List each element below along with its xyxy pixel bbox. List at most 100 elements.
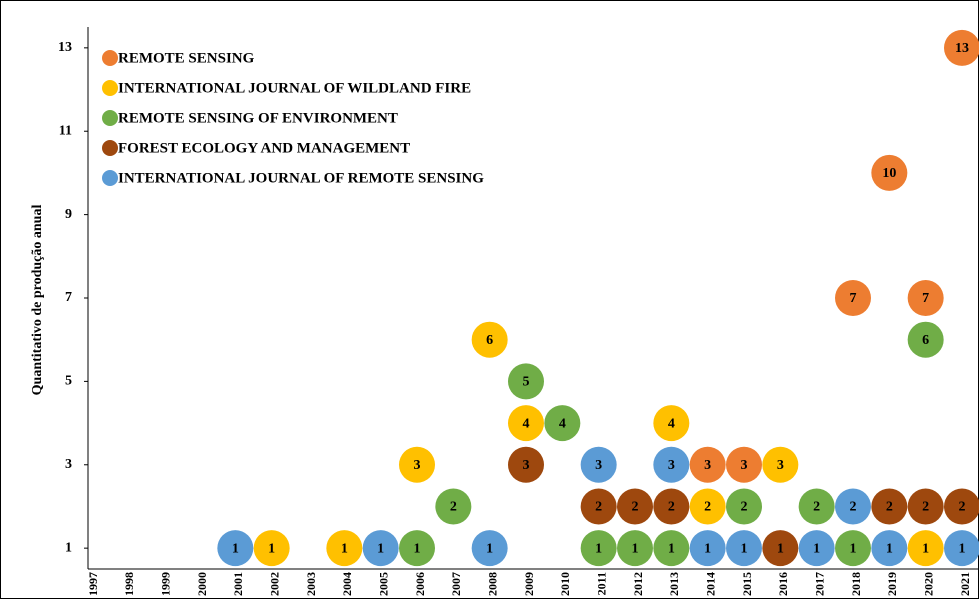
x-tick-label: 1998	[122, 572, 136, 596]
x-tick-label: 2002	[267, 572, 281, 596]
bubble	[907, 280, 944, 316]
bubble	[944, 530, 979, 567]
data-label: 1	[377, 541, 384, 556]
data-label: 3	[777, 458, 784, 473]
y-tick-label: 9	[65, 207, 72, 222]
data-label: 1	[632, 541, 639, 556]
x-tick-label: 2020	[921, 572, 935, 596]
bubble	[689, 530, 726, 567]
bubble	[653, 530, 690, 567]
data-label: 1	[668, 541, 675, 556]
x-tick-label: 2007	[449, 572, 463, 596]
data-label: 1	[741, 541, 748, 556]
data-label: 2	[850, 500, 857, 515]
bubble	[580, 488, 617, 525]
data-label: 4	[523, 416, 530, 431]
bubble	[907, 488, 944, 525]
legend-marker	[102, 170, 118, 186]
bubble	[471, 530, 508, 567]
bubble	[944, 29, 979, 66]
x-tick-label: 2013	[667, 572, 681, 596]
bubble	[907, 321, 944, 358]
bubble	[253, 530, 290, 567]
x-tick-label: 2017	[812, 572, 826, 596]
x-tick-label: 2015	[740, 572, 754, 596]
x-tick-label: 2000	[195, 572, 209, 596]
data-label: 2	[704, 500, 711, 515]
bubble	[689, 488, 726, 525]
bubble	[944, 488, 979, 525]
bubble	[835, 488, 871, 525]
bubble	[326, 530, 363, 567]
data-label: 6	[486, 333, 493, 348]
y-axis-title: Quantitativo de produção anual	[30, 205, 45, 396]
bubble	[726, 530, 762, 567]
bubble	[399, 446, 435, 483]
data-label: 7	[922, 291, 929, 306]
bubble	[726, 488, 762, 525]
y-tick-label: 3	[65, 457, 72, 472]
data-label: 6	[922, 333, 929, 348]
y-tick-label: 11	[59, 123, 72, 138]
bubble	[798, 530, 835, 567]
x-tick-label: 2009	[522, 572, 536, 596]
bubble	[762, 530, 799, 567]
x-tick-label: 2019	[885, 572, 899, 596]
data-label: 2	[922, 500, 929, 515]
data-label: 1	[341, 541, 348, 556]
data-label: 3	[595, 458, 602, 473]
data-label: 1	[886, 541, 893, 556]
data-label: 1	[922, 541, 929, 556]
bubble	[653, 488, 690, 525]
data-label: 2	[886, 500, 893, 515]
x-tick-label: 1997	[86, 572, 100, 596]
data-label: 1	[704, 541, 711, 556]
bubble	[871, 530, 908, 567]
bubble	[580, 530, 617, 567]
x-tick-label: 2018	[849, 572, 863, 596]
legend-label: REMOTE SENSING OF ENVIRONMENT	[118, 110, 398, 126]
legend-marker	[102, 110, 118, 126]
data-label: 2	[813, 500, 820, 515]
x-tick-label: 2005	[376, 572, 390, 596]
y-tick-label: 7	[65, 290, 72, 305]
data-label: 1	[777, 541, 784, 556]
x-tick-label: 2010	[558, 572, 572, 596]
bubble	[580, 446, 617, 483]
x-tick-label: 1999	[158, 572, 172, 596]
data-label: 5	[523, 375, 530, 390]
bubble	[653, 446, 690, 483]
x-tick-label: 2006	[413, 572, 427, 596]
data-label: 1	[850, 541, 857, 556]
data-label: 10	[882, 166, 896, 181]
bubble	[726, 446, 762, 483]
data-label: 4	[668, 416, 675, 431]
y-tick-label: 1	[65, 540, 72, 555]
legend-marker	[102, 140, 118, 156]
x-tick-label: 2003	[304, 572, 318, 596]
data-label: 1	[486, 541, 493, 556]
data-label: 3	[523, 458, 530, 473]
data-label: 1	[595, 541, 602, 556]
x-tick-label: 2014	[703, 572, 717, 596]
bubble	[835, 530, 871, 567]
bubble	[217, 530, 254, 567]
legend-label: INTERNATIONAL JOURNAL OF REMOTE SENSING	[118, 170, 484, 186]
bubble	[689, 446, 726, 483]
data-label: 1	[959, 541, 966, 556]
data-label: 3	[668, 458, 675, 473]
legend-label: REMOTE SENSING	[118, 50, 255, 66]
bubble	[435, 488, 472, 525]
x-tick-label: 2011	[594, 572, 608, 595]
data-label: 7	[850, 291, 857, 306]
data-label: 13	[955, 41, 969, 56]
bubble	[617, 530, 653, 567]
bubble	[653, 405, 690, 442]
data-label: 2	[632, 500, 639, 515]
bubble	[617, 488, 653, 525]
bubble	[508, 446, 544, 483]
x-tick-label: 2004	[340, 572, 354, 596]
bubble	[798, 488, 835, 525]
legend-label: FOREST ECOLOGY AND MANAGEMENT	[118, 140, 410, 156]
